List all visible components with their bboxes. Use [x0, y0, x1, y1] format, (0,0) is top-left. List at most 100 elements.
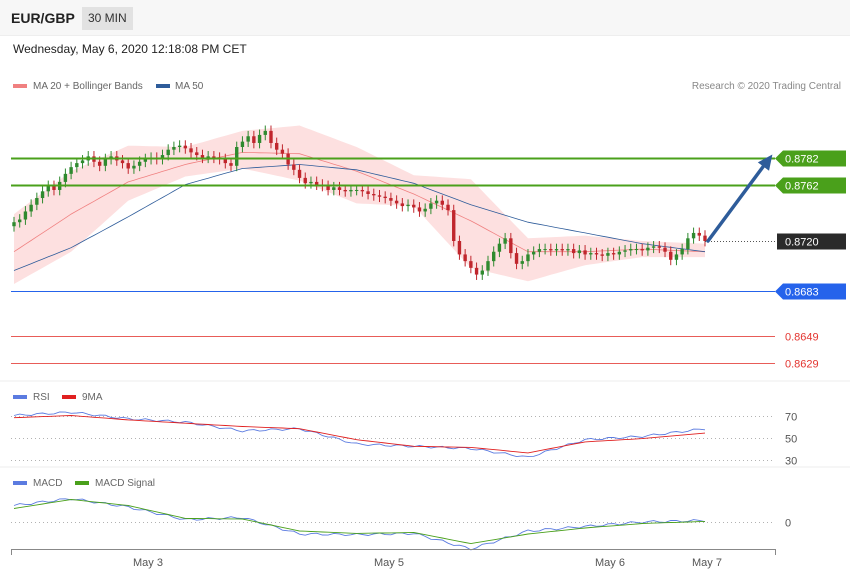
level-support: 0.8649: [11, 332, 819, 344]
candle: [189, 142, 193, 158]
candle: [531, 246, 536, 260]
legend-swatch-rsi-ma: [62, 395, 76, 399]
legend-swatch-ma20: [13, 84, 27, 88]
9ma-line: [13, 415, 706, 454]
candle: [669, 246, 673, 266]
legend-label-rsi: RSI: [33, 392, 50, 403]
legend-label-macd: MACD: [33, 478, 62, 489]
candle: [23, 206, 28, 225]
candle: [46, 180, 50, 197]
legend-label-rsi-ma: 9MA: [82, 392, 103, 403]
candle: [143, 153, 148, 168]
candle: [469, 255, 473, 274]
candle: [554, 243, 559, 256]
candle: [417, 202, 422, 217]
top-bar: EUR/GBP 30 MIN: [0, 0, 850, 36]
candle: [640, 243, 644, 256]
candle: [337, 181, 342, 196]
candle: [686, 232, 690, 255]
candle: [292, 159, 296, 176]
candle: [680, 243, 684, 260]
candle: [314, 176, 319, 190]
candle: [343, 184, 347, 197]
candle: [566, 243, 570, 256]
candle: [240, 136, 245, 153]
candle: [212, 151, 216, 164]
candle: [526, 249, 530, 267]
candle: [183, 140, 188, 154]
candle: [423, 203, 427, 217]
candle: [69, 161, 73, 180]
ma20-line: [13, 151, 706, 253]
candle: [520, 255, 524, 270]
candle: [457, 235, 462, 260]
legend-swatch-ma50: [156, 84, 170, 88]
level-label: 0.8629: [785, 359, 819, 371]
legend-swatch-macd-signal: [75, 481, 89, 485]
candle: [257, 129, 262, 149]
candle: [577, 245, 582, 259]
timeframe-button[interactable]: 30 MIN: [82, 7, 133, 30]
rsi-legend: RSI 9MA: [13, 392, 103, 403]
candle: [543, 243, 547, 255]
candle: [223, 153, 227, 169]
candle: [509, 232, 513, 259]
candle: [172, 141, 176, 156]
currency-pair[interactable]: EUR/GBP: [11, 10, 75, 26]
ma50-line: [13, 164, 706, 271]
candle: [132, 160, 136, 174]
candle: [400, 198, 405, 212]
candle: [674, 249, 679, 266]
legend-swatch-macd: [13, 481, 27, 485]
level-label: 0.8720: [785, 237, 819, 249]
candle: [440, 195, 445, 211]
candle: [326, 180, 330, 196]
candle: [629, 243, 633, 256]
candle: [412, 199, 416, 213]
macd-panel: 0: [11, 498, 791, 551]
candle: [52, 180, 56, 196]
candle: [280, 144, 285, 160]
candle: [80, 155, 85, 169]
level-resistance: 0.8762: [11, 177, 846, 194]
candle: [235, 141, 239, 172]
tick-label: 50: [785, 434, 797, 446]
candle: [383, 191, 387, 204]
x-tick-label: May 6: [595, 557, 625, 569]
macd-legend: MACD MACD Signal: [13, 478, 155, 489]
candle: [29, 199, 33, 217]
candle: [229, 157, 233, 172]
candle: [571, 243, 576, 259]
candle: [252, 130, 256, 149]
candle: [429, 198, 433, 215]
candle: [594, 247, 599, 260]
legend-label-ma20: MA 20 + Bollinger Bands: [33, 81, 143, 92]
candle: [617, 246, 622, 260]
candle: [389, 192, 393, 207]
candle: [377, 189, 382, 203]
candle: [309, 176, 313, 189]
level-current: 0.8720: [705, 233, 846, 250]
tick-label: 0: [785, 518, 791, 530]
candle: [697, 227, 701, 241]
legend-swatch-rsi: [13, 395, 27, 399]
candle: [394, 195, 399, 209]
candle: [297, 164, 302, 184]
candle: [406, 199, 410, 212]
candle: [600, 249, 604, 262]
candle: [160, 149, 165, 165]
candle: [12, 216, 16, 232]
level-label: 0.8762: [785, 181, 819, 193]
candle: [646, 242, 650, 256]
level-pivot: 0.8683: [11, 283, 846, 300]
candle: [177, 140, 182, 153]
legend-label-ma50: MA 50: [175, 81, 204, 92]
tick-label: 30: [785, 456, 797, 468]
level-resistance: 0.8782: [11, 150, 846, 167]
candle: [35, 192, 39, 211]
time-axis: May 3 May 5 May 6 May 7: [11, 549, 776, 569]
candle: [366, 185, 370, 200]
candle: [332, 181, 336, 196]
candle: [269, 125, 273, 149]
level-label: 0.8649: [785, 332, 819, 344]
